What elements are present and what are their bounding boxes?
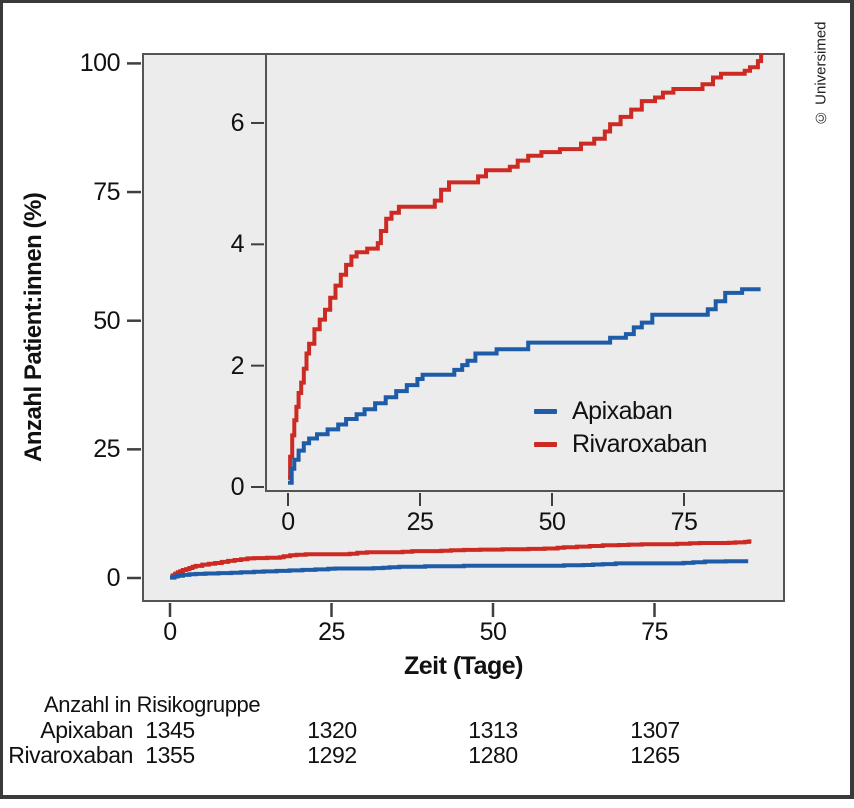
legend-entry-rivaroxaban: Rivaroxaban: [534, 430, 707, 459]
risk-value: 1292: [307, 742, 357, 768]
inset-x-tick-label-0: 0: [281, 508, 295, 536]
inset-x-tick-label-25: 25: [406, 508, 434, 536]
main-x-tick-label-25: 25: [318, 618, 345, 646]
main-x-tick-label-75: 75: [641, 618, 668, 646]
risk-row-label-rivaroxaban: Rivaroxaban: [8, 742, 133, 768]
main-y-tick-label-25: 25: [93, 435, 120, 464]
inset-plot-panel: [265, 53, 785, 492]
inset-x-tick-label-75: 75: [670, 508, 698, 536]
figure-border-top: [0, 0, 854, 3]
inset-x-tick-label-50: 50: [538, 508, 566, 536]
copyright-credit: © Universimed: [812, 21, 830, 126]
figure-border-left: [0, 0, 3, 799]
risk-value: 1345: [145, 717, 195, 743]
inset-y-tick-label-6: 6: [230, 108, 245, 137]
inset-y-tick-label-0: 0: [230, 473, 245, 501]
legend-entry-apixaban: Apixaban: [534, 397, 673, 426]
risk-value: 1265: [630, 742, 680, 768]
legend-swatch-apixaban-line: [534, 409, 557, 414]
main-x-tick-label-0: 0: [163, 618, 177, 646]
risk-value: 1307: [630, 717, 680, 743]
risk-value: 1320: [307, 717, 357, 743]
y-axis-title: Anzahl Patient:innen (%): [20, 192, 47, 463]
risk-table-title: Anzahl in Risikogruppe: [44, 692, 261, 717]
main-y-tick-label-100: 100: [79, 49, 121, 78]
risk-row-label-apixaban: Apixaban: [40, 717, 133, 743]
legend-swatch-rivaroxaban-line: [534, 442, 557, 447]
main-y-tick-label-75: 75: [93, 178, 120, 207]
main-y-tick-label-0: 0: [106, 564, 121, 592]
legend-label-apixaban: Apixaban: [572, 397, 673, 425]
risk-value: 1280: [468, 742, 518, 768]
figure-border-right: [850, 0, 854, 799]
risk-value: 1355: [145, 742, 195, 768]
main-x-tick-label-50: 50: [479, 618, 507, 646]
figure-border-bottom: [0, 795, 854, 799]
risk-value: 1313: [468, 717, 518, 743]
main-y-tick-label-50: 50: [93, 306, 120, 335]
x-axis-title: Zeit (Tage): [403, 652, 524, 680]
inset-y-tick-label-2: 2: [230, 351, 245, 380]
inset-y-tick-label-4: 4: [230, 230, 245, 259]
legend-label-rivaroxaban: Rivaroxaban: [572, 430, 707, 458]
